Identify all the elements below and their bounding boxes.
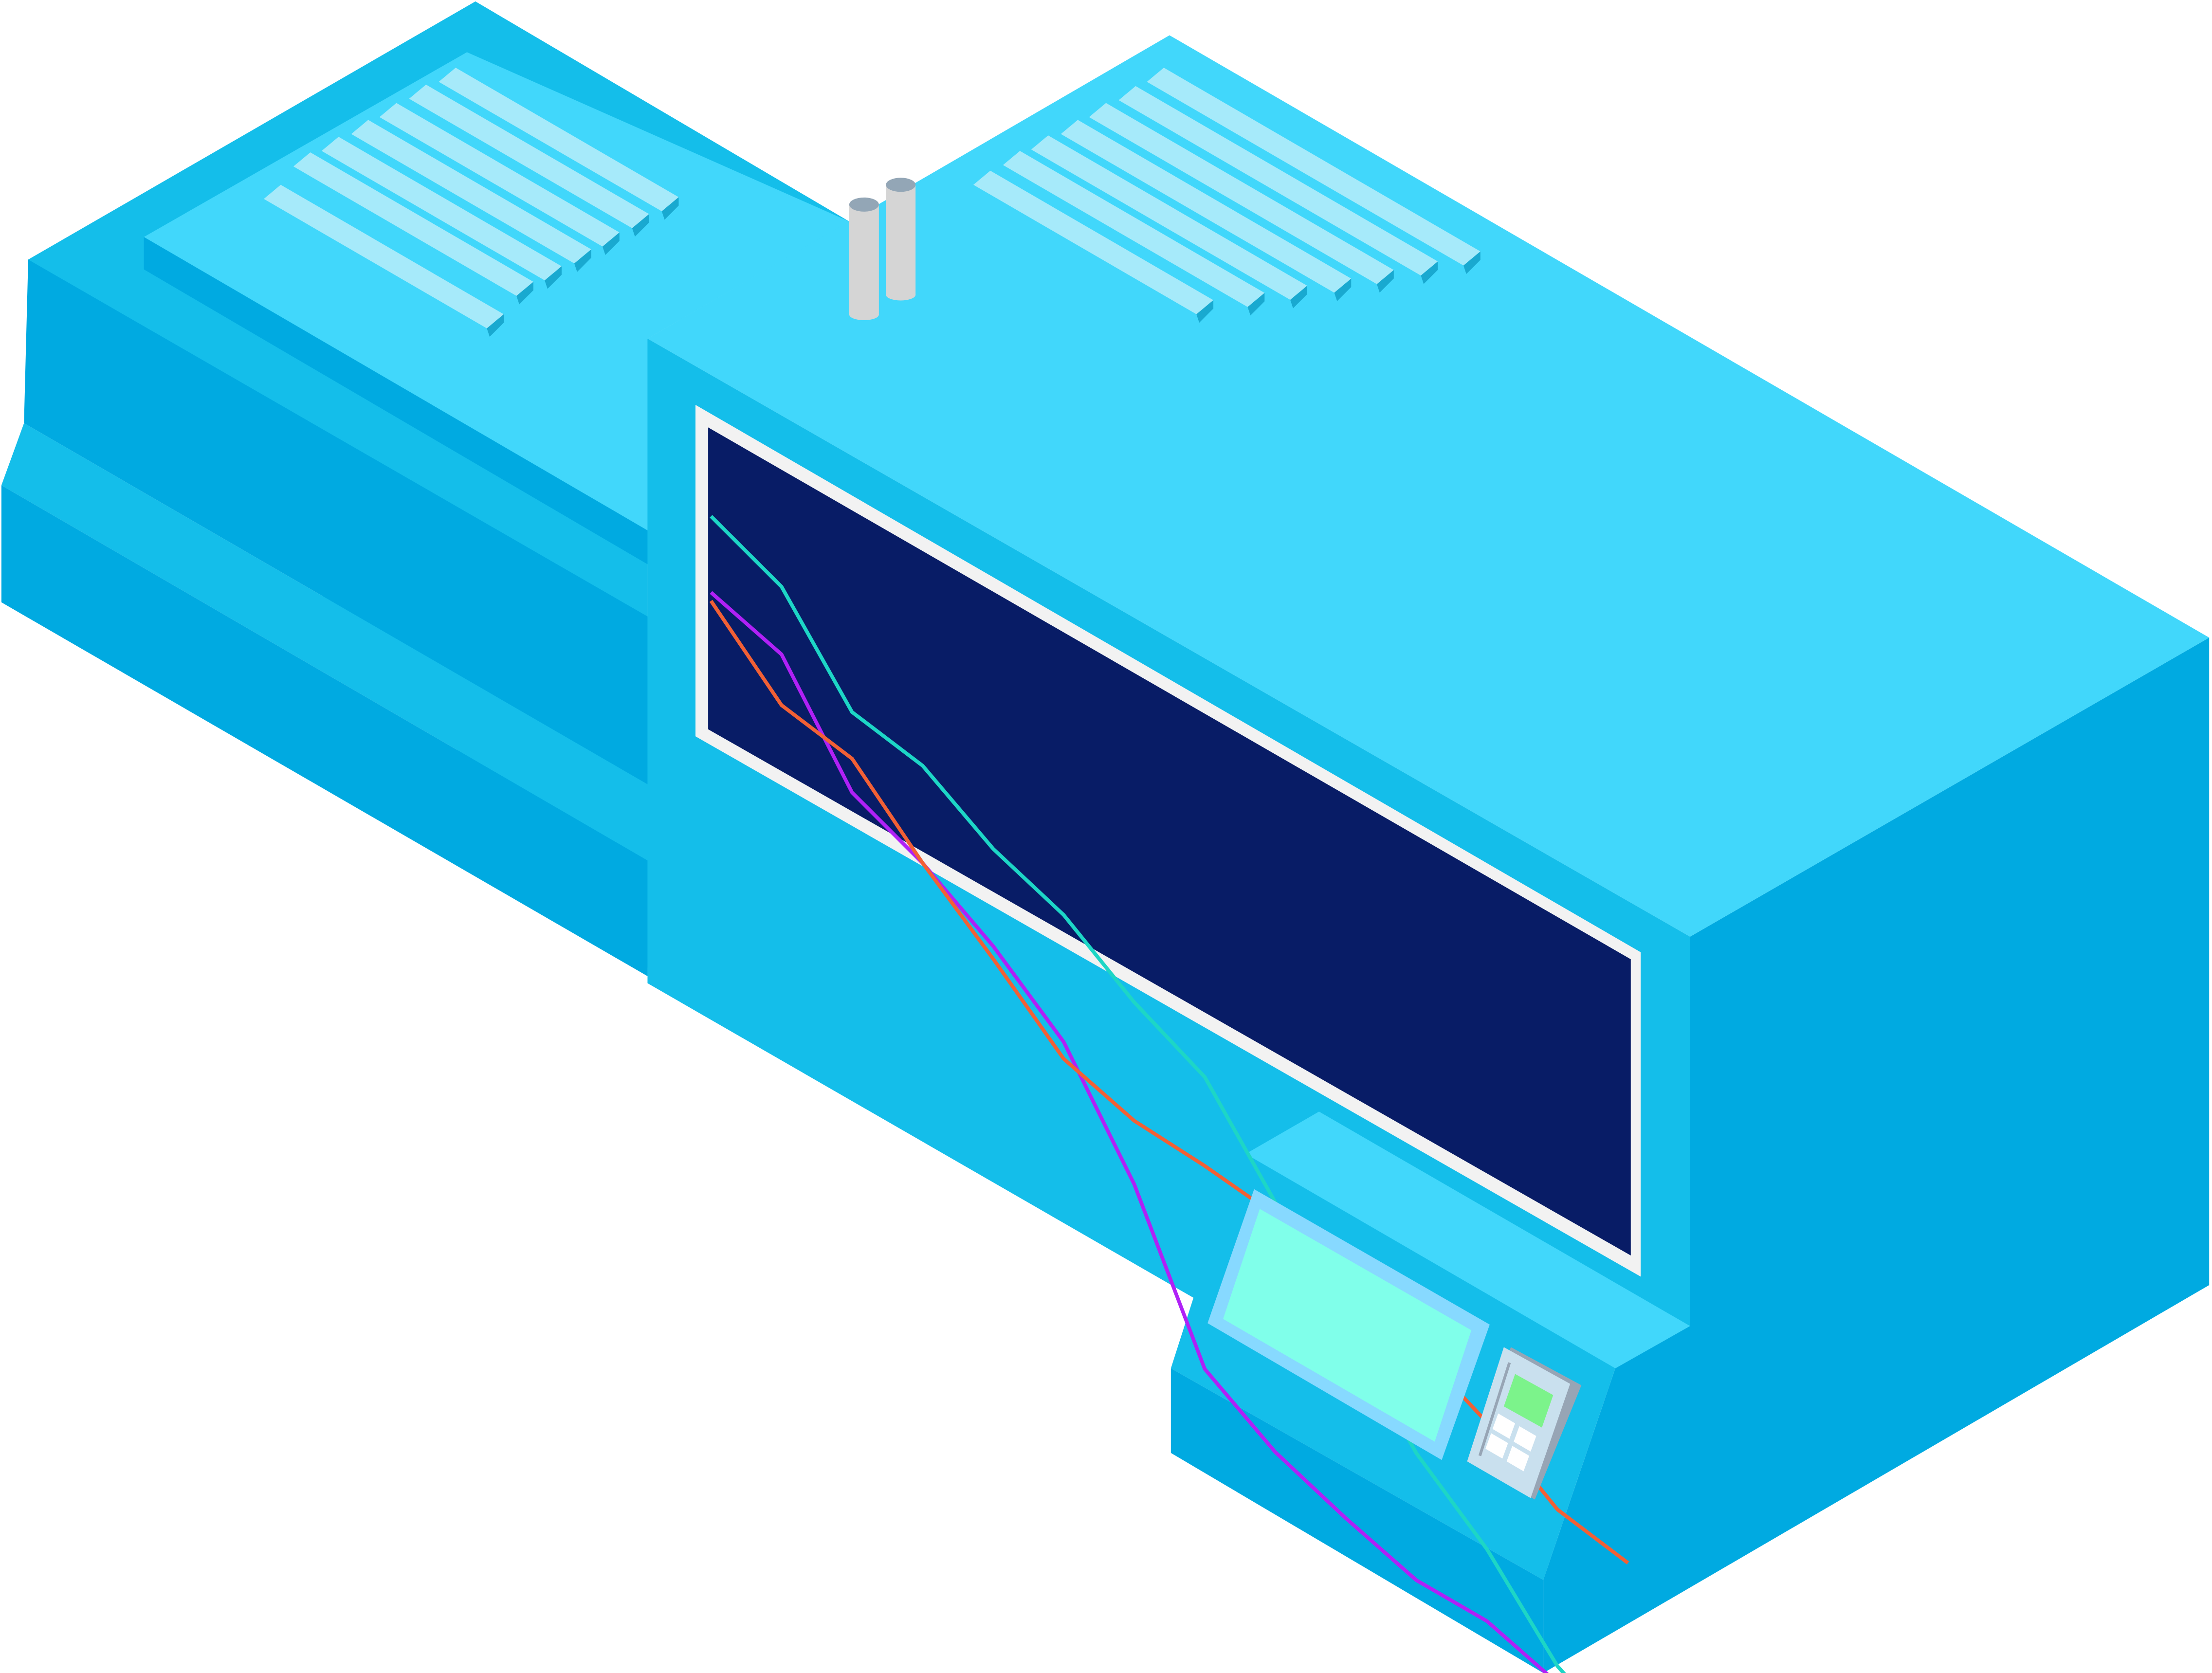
vent-slat-end (1463, 251, 1481, 274)
vent-slat-end (1196, 300, 1214, 323)
left-wing-front-ledge (1, 423, 648, 861)
series-line-2 (710, 591, 1549, 1673)
keypad[interactable] (1467, 1347, 1582, 1500)
vent-slat (1060, 120, 1352, 293)
chimney-right (886, 178, 916, 301)
vent-slat (1118, 86, 1438, 276)
vent-slat (439, 68, 679, 212)
keypad-display (1503, 1374, 1554, 1428)
chimney-left (849, 197, 879, 321)
vent-slat-end (1421, 261, 1438, 284)
display-screen (695, 404, 1641, 1673)
main-top (647, 35, 2210, 937)
vent-slat (351, 120, 591, 264)
console-shelf (1245, 1111, 1690, 1368)
vent-slat-end (1247, 292, 1265, 316)
vent-slat (1003, 151, 1265, 307)
vent-slat (409, 84, 649, 228)
keypad-key[interactable] (1485, 1433, 1508, 1459)
vent-slat-end (1334, 278, 1352, 301)
vent-slat (293, 152, 533, 296)
chimney-caps (849, 178, 916, 321)
vent-slat-end (632, 214, 649, 237)
vent-slat-end (487, 314, 504, 337)
vent-slat (973, 170, 1214, 314)
keypad-key[interactable] (1492, 1413, 1516, 1439)
series-line-3 (709, 600, 1629, 1564)
main-right-side (1543, 637, 2210, 1673)
vent-slats (264, 68, 1481, 337)
series-line-1 (710, 515, 1566, 1673)
vent-slat (1147, 68, 1481, 266)
left-wing-front-lower (1, 485, 648, 976)
vent-slat-end (545, 266, 562, 289)
left-wing-front-upper (24, 259, 648, 784)
left-wing (1, 1, 849, 976)
vent-slat (264, 184, 504, 328)
keypad-edge (1478, 1362, 1511, 1456)
chart-plot (709, 515, 1629, 1673)
screen-background (708, 427, 1631, 1255)
vent-slat-end (1377, 270, 1394, 293)
vent-slat-end (661, 197, 679, 220)
vent-slat-end (516, 282, 533, 305)
keypad-key[interactable] (1514, 1426, 1536, 1452)
console-base-front (1170, 1368, 1544, 1673)
vent-slat (1089, 103, 1394, 284)
vent-slat-end (1290, 286, 1307, 309)
vent-slat (321, 137, 562, 281)
vent-slat (1031, 135, 1307, 300)
vent-slat-end (602, 232, 620, 255)
panel-screen[interactable] (1223, 1209, 1472, 1442)
keypad-key[interactable] (1506, 1446, 1530, 1472)
control-panel (1207, 1189, 1582, 1500)
left-wing-inset-side (144, 237, 648, 564)
keypad-body (1467, 1347, 1571, 1498)
vent-slat-end (574, 249, 591, 272)
vent-slat (379, 103, 620, 247)
